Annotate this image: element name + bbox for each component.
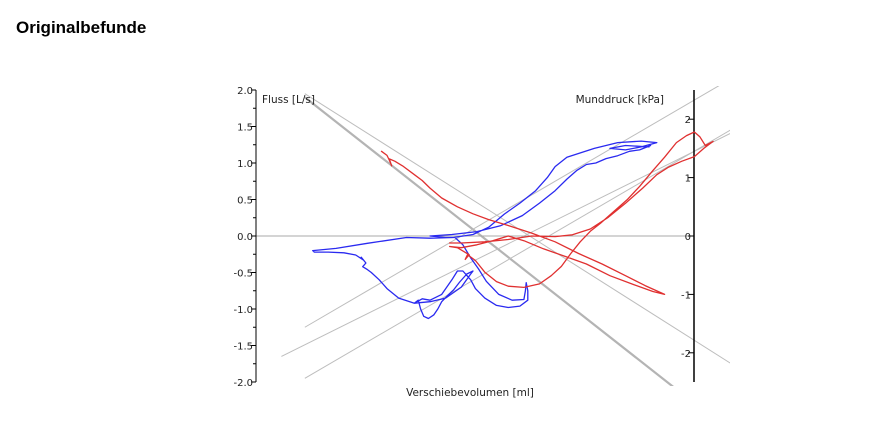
right-tick-label: 2: [685, 115, 691, 126]
left-tick-label: -1.0: [233, 305, 253, 316]
right-tick-label: -1: [681, 290, 691, 301]
reference-line-1: [304, 96, 674, 386]
left-y-ticks: 2.0 1.5 1.0 0.5 0.0 -0.5 -1.0 -1.5 -2.0: [233, 86, 256, 389]
right-axis-label: Munddruck [kPa]: [576, 94, 664, 106]
pressure-series-line: [380, 131, 714, 296]
left-tick-label: 1.5: [237, 123, 253, 134]
series-group: [312, 131, 714, 320]
left-tick-label: 0.5: [237, 196, 253, 207]
left-tick-label: -0.5: [233, 269, 253, 280]
right-tick-label: 1: [685, 174, 691, 185]
left-tick-label: -1.5: [233, 342, 253, 353]
right-y-ticks: 2 1 0 -1 -2: [681, 115, 694, 360]
x-axis-label: Verschiebevolumen [ml]: [406, 387, 534, 399]
left-tick-label: 0.0: [237, 232, 253, 243]
left-tick-label: 2.0: [237, 86, 253, 97]
reference-line-2: [304, 93, 730, 364]
reference-line-5: [304, 129, 730, 379]
left-tick-label: -2.0: [233, 378, 253, 389]
right-tick-label: -2: [681, 349, 691, 360]
left-tick-label: 1.0: [237, 159, 253, 170]
left-axis-label: Fluss [L/s]: [262, 94, 315, 106]
right-tick-label: 0: [685, 232, 691, 243]
page-title: Originalbefunde: [16, 18, 147, 37]
flow-series-line: [312, 140, 658, 320]
